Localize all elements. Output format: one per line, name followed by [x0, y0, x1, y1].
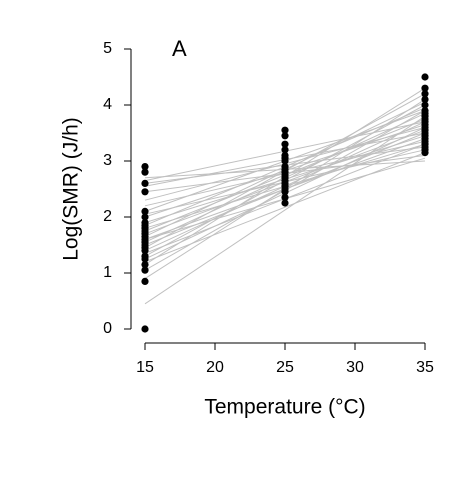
point [281, 146, 289, 154]
point [421, 107, 429, 115]
point [141, 325, 149, 333]
x-tick-label: 35 [416, 359, 434, 376]
point [141, 252, 149, 260]
point [141, 207, 149, 215]
point [141, 266, 149, 274]
point [141, 188, 149, 196]
point [281, 151, 289, 159]
point [281, 126, 289, 134]
point [281, 199, 289, 207]
point [141, 163, 149, 171]
y-tick-label: 5 [103, 40, 112, 57]
point [421, 101, 429, 109]
point [421, 84, 429, 92]
fit-line [144, 152, 426, 263]
x-tick-label: 20 [206, 359, 224, 376]
chart-title: A [172, 36, 187, 61]
y-tick-label: 0 [103, 320, 112, 337]
y-tick-label: 2 [103, 208, 112, 225]
point [141, 179, 149, 187]
point [141, 219, 149, 227]
point [281, 193, 289, 201]
y-tick-label: 3 [103, 152, 112, 169]
point [141, 261, 149, 269]
point [141, 277, 149, 285]
point [281, 140, 289, 148]
y-axis-label: Log(SMR) (J/h) [60, 117, 83, 261]
x-axis-label: Temperature (°C) [204, 396, 365, 419]
y-tick-label: 4 [103, 96, 112, 113]
point [281, 132, 289, 140]
point [421, 95, 429, 103]
y-tick-label: 1 [103, 264, 112, 281]
point [421, 90, 429, 98]
point [141, 213, 149, 221]
point [141, 168, 149, 176]
point [421, 73, 429, 81]
x-tick-label: 25 [276, 359, 294, 376]
x-tick-label: 30 [346, 359, 364, 376]
x-tick-label: 15 [136, 359, 154, 376]
point [281, 163, 289, 171]
